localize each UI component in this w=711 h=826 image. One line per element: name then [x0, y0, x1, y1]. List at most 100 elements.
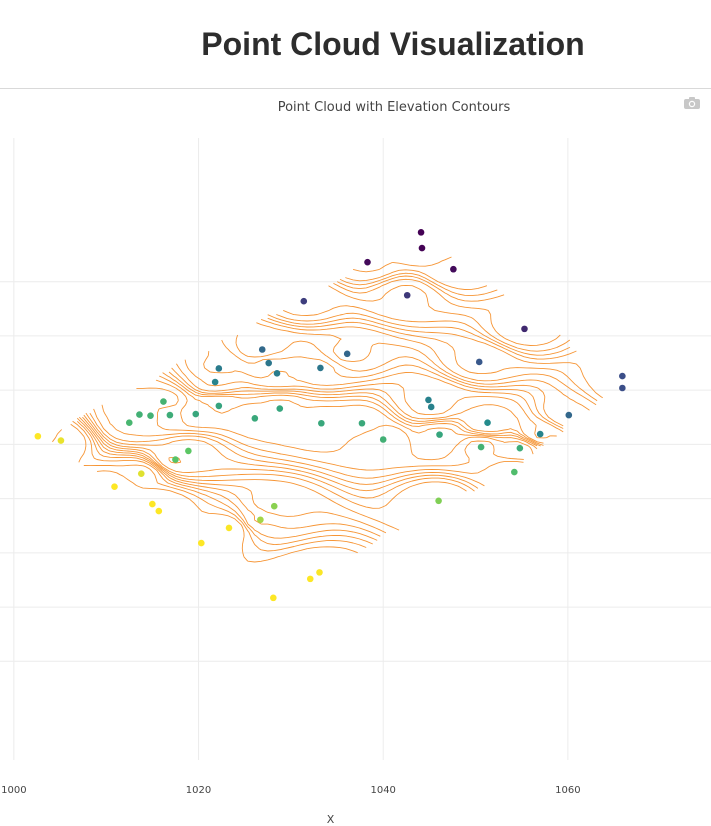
scatter-point[interactable] — [450, 265, 457, 273]
contour-line — [89, 412, 479, 492]
scatter-point[interactable] — [436, 431, 443, 438]
scatter-point[interactable] — [318, 419, 325, 427]
scatter-point[interactable] — [149, 500, 156, 508]
contour-line — [159, 375, 538, 450]
contour-line — [336, 275, 505, 302]
contour-line — [171, 367, 544, 446]
scatter-point[interactable] — [166, 411, 174, 419]
contour-line — [176, 363, 544, 444]
contour-line — [184, 359, 557, 439]
contour-line — [155, 379, 534, 461]
contour-line — [221, 339, 564, 429]
scatter-point[interactable] — [619, 372, 626, 380]
tick-layer: 1000 1020 1040 1060 — [1, 785, 580, 796]
scatter-point[interactable] — [435, 497, 442, 505]
scatter-point[interactable] — [125, 419, 133, 426]
scatter-point[interactable] — [484, 419, 491, 426]
contour-line — [76, 420, 378, 541]
scatter-point[interactable] — [273, 370, 281, 377]
x-tick-label: 1040 — [370, 785, 395, 796]
scatter-point[interactable] — [137, 470, 145, 477]
x-axis-label: X — [326, 813, 335, 826]
contour-line — [283, 305, 571, 356]
scatter-point[interactable] — [270, 502, 278, 510]
contour-line — [333, 278, 561, 346]
grid-layer — [0, 138, 711, 760]
scatter-point[interactable] — [565, 411, 573, 419]
header-divider — [0, 88, 711, 89]
scatter-point[interactable] — [358, 419, 366, 427]
contour-line — [352, 256, 452, 273]
scatter-point[interactable] — [185, 447, 192, 455]
camera-icon[interactable] — [683, 96, 701, 110]
scatter-point[interactable] — [225, 524, 233, 532]
contour-line — [328, 284, 571, 352]
scatter-point[interactable] — [477, 443, 485, 451]
contour-line — [345, 269, 488, 290]
contour-line — [82, 416, 400, 531]
scatter-point[interactable] — [475, 358, 483, 366]
scatter-point[interactable] — [306, 575, 314, 583]
x-tick-label: 1020 — [186, 785, 211, 796]
contour-line — [76, 417, 381, 537]
contour-layer — [52, 256, 603, 563]
contour-line — [136, 387, 524, 471]
scatter-point[interactable] — [215, 402, 223, 410]
scatter-point[interactable] — [197, 539, 205, 547]
contour-line — [203, 350, 564, 433]
scatter-point[interactable] — [300, 297, 308, 305]
contour-line — [78, 416, 387, 534]
contour-line — [260, 318, 597, 406]
page-title: Point Cloud Visualization — [201, 26, 585, 62]
contour-line — [256, 322, 590, 411]
scatter-point[interactable] — [270, 594, 277, 602]
x-tick-label: 1000 — [1, 785, 26, 796]
contour-line — [83, 414, 467, 509]
scatter-point[interactable] — [147, 412, 154, 419]
contour-line — [93, 408, 485, 487]
scatter-point[interactable] — [276, 405, 284, 412]
scatter-point[interactable] — [364, 258, 371, 266]
scatter-point[interactable] — [343, 350, 351, 358]
scatter-point[interactable] — [511, 468, 518, 476]
scatter-point[interactable] — [160, 398, 167, 405]
scatter-point[interactable] — [403, 291, 411, 299]
contour-line — [267, 314, 603, 399]
scatter-point[interactable] — [379, 436, 387, 443]
scatter-point[interactable] — [521, 325, 528, 333]
contour-line — [276, 312, 577, 360]
scatter-point[interactable] — [316, 569, 323, 576]
scatter-point[interactable] — [417, 229, 425, 236]
scatter-point[interactable] — [34, 432, 42, 440]
scatter-point[interactable] — [258, 346, 266, 353]
scatter-point[interactable] — [425, 396, 432, 404]
scatter-point[interactable] — [427, 403, 435, 411]
scatter-point[interactable] — [257, 516, 264, 524]
contour-line — [52, 429, 358, 563]
scatter-point[interactable] — [192, 410, 200, 418]
chart-title: Point Cloud with Elevation Contours — [277, 100, 511, 115]
contour-line — [339, 272, 498, 297]
scatter-point[interactable] — [516, 444, 524, 452]
scatter-point[interactable] — [155, 507, 163, 515]
scatter-point[interactable] — [265, 359, 273, 367]
scatter-point[interactable] — [172, 456, 179, 463]
contour-line — [72, 420, 373, 546]
contour-line — [168, 371, 541, 447]
scatter-point[interactable] — [211, 378, 219, 386]
contour-line — [162, 372, 538, 447]
contour-line — [267, 317, 598, 402]
scatter-point[interactable] — [251, 415, 259, 422]
scatter-point[interactable] — [317, 364, 324, 372]
scatter-point[interactable] — [418, 244, 426, 252]
scatter-point[interactable] — [111, 483, 118, 490]
point-layer — [34, 229, 626, 602]
scatter-point[interactable] — [57, 437, 65, 444]
scatter-point[interactable] — [215, 365, 223, 372]
scatter-point[interactable] — [536, 430, 544, 438]
x-tick-label: 1060 — [555, 785, 580, 796]
scatter-point[interactable] — [136, 411, 143, 418]
scatter-point[interactable] — [619, 384, 626, 392]
contour-line — [85, 412, 475, 499]
